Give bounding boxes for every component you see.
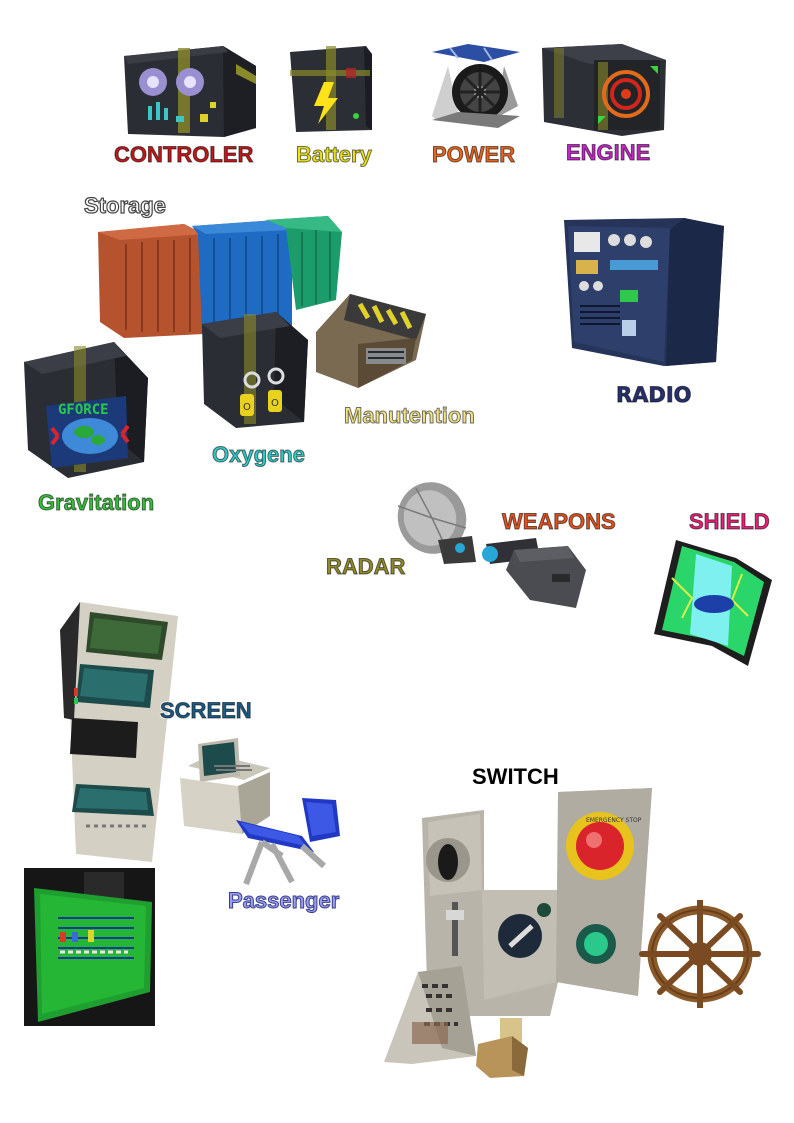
radar-dish-icon (386, 478, 478, 566)
engine-block-icon (540, 42, 668, 136)
svg-text:GFORCE: GFORCE (58, 402, 109, 418)
manutention-block-icon (314, 292, 430, 390)
laptop-console-icon (178, 736, 278, 836)
gravitation-block-icon: GFORCE (22, 340, 152, 480)
label-screen: SCREEN (160, 698, 253, 724)
hologram-screen-icon (24, 868, 155, 1026)
label-storage: Storage (83, 192, 166, 218)
label-gravitation: Gravitation (37, 490, 155, 516)
svg-text:O: O (271, 398, 279, 409)
shield-panel-icon (652, 538, 776, 668)
power-generator-icon (428, 42, 524, 132)
screen-tower-icon (58, 600, 180, 862)
passenger-seat-icon (232, 796, 344, 888)
lever-box-icon (472, 1014, 532, 1080)
label-controler: CONTROLER (113, 142, 254, 168)
label-weapons: WEAPONS (502, 509, 617, 535)
switch-panel-icon: EMERGENCY STOP (382, 786, 654, 1076)
label-shield: SHIELD (689, 509, 771, 535)
radio-block-icon (560, 214, 726, 366)
label-engine: ENGINE (565, 140, 651, 166)
svg-text:EMERGENCY STOP: EMERGENCY STOP (586, 817, 642, 824)
label-radar: RADAR (325, 554, 406, 580)
storage-containers-icon (96, 214, 344, 340)
oxygen-block-icon: O O (200, 310, 310, 430)
svg-text:O: O (243, 402, 251, 413)
controller-block-icon (118, 44, 258, 139)
label-power: POWER (431, 142, 516, 168)
weapon-turret-icon (480, 530, 588, 610)
label-passenger: Passenger (227, 888, 340, 914)
label-manutention: Manutention (344, 403, 476, 429)
battery-block-icon (286, 44, 376, 136)
label-oxygene: Oxygene (212, 442, 306, 468)
label-battery: Battery (296, 142, 373, 168)
ship-wheel-icon (638, 900, 762, 1008)
label-switch: SWITCH (472, 764, 559, 789)
label-radio: RADIO (616, 383, 693, 408)
